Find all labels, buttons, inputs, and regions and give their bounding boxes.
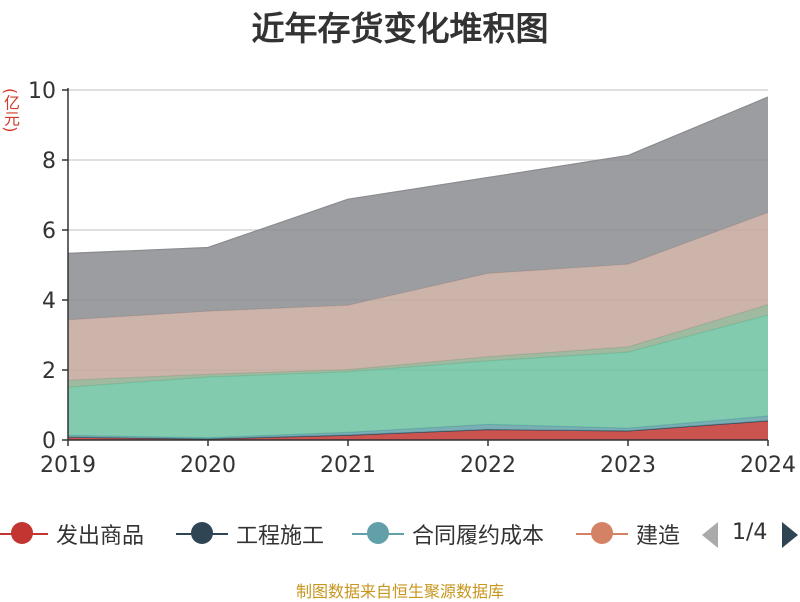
area-发出商品 [68,420,768,440]
x-tick-label-2024: 2024 [740,453,796,478]
area-band-4 [68,315,768,438]
y-tick-label-0: 0 [42,429,56,454]
y-tick-label-2: 2 [42,359,56,384]
area-band-5 [68,304,768,388]
legend-item[interactable]: 建造 [576,516,680,552]
legend-label: 工程施工 [236,524,325,549]
area-band-7 [68,97,768,320]
legend-label: 建造 [636,524,681,549]
legend-prev-arrow-icon[interactable] [702,522,718,548]
data-source-footer: 制图数据来自恒生聚源数据库 [295,582,504,601]
legend-marker-icon [0,516,48,552]
x-tick-label-2023: 2023 [600,453,656,478]
area-band-6 [68,212,768,381]
legend-next-arrow-icon[interactable] [782,522,798,548]
legend-item[interactable]: 合同履约成本 [352,516,544,552]
y-tick-label-4: 4 [42,289,56,314]
chart-title: 近年存货变化堆积图 [251,9,549,48]
legend-item[interactable]: 发出商品 [0,516,144,552]
x-tick-label-2020: 2020 [180,453,236,478]
legend-marker-icon [176,516,228,552]
y-axis-unit-label: (亿元) [1,88,20,133]
axes: 0 2 4 6 8 10 2019 2020 2021 2022 2023 2024 [28,79,796,478]
area-top-line-band-7 [67,96,769,254]
stacked-areas [67,96,769,440]
legend-label: 合同履约成本 [412,524,545,549]
x-tick-label-2021: 2021 [320,453,376,478]
y-tick-label-10: 10 [28,79,56,104]
x-tick-label-2022: 2022 [460,453,516,478]
y-tick-label-8: 8 [42,149,56,174]
legend-pager: 1/4 [702,518,800,552]
legend-label: 发出商品 [56,524,145,549]
legend-item[interactable]: 工程施工 [176,516,324,552]
y-tick-label-6: 6 [42,219,56,244]
legend: 发出商品 工程施工 合同履约成本 建造 [0,516,800,552]
legend-marker-icon [352,516,404,552]
legend-marker-icon [576,516,628,552]
x-tick-label-2019: 2019 [40,453,96,478]
legend-page-indicator: 1/4 [732,520,768,545]
